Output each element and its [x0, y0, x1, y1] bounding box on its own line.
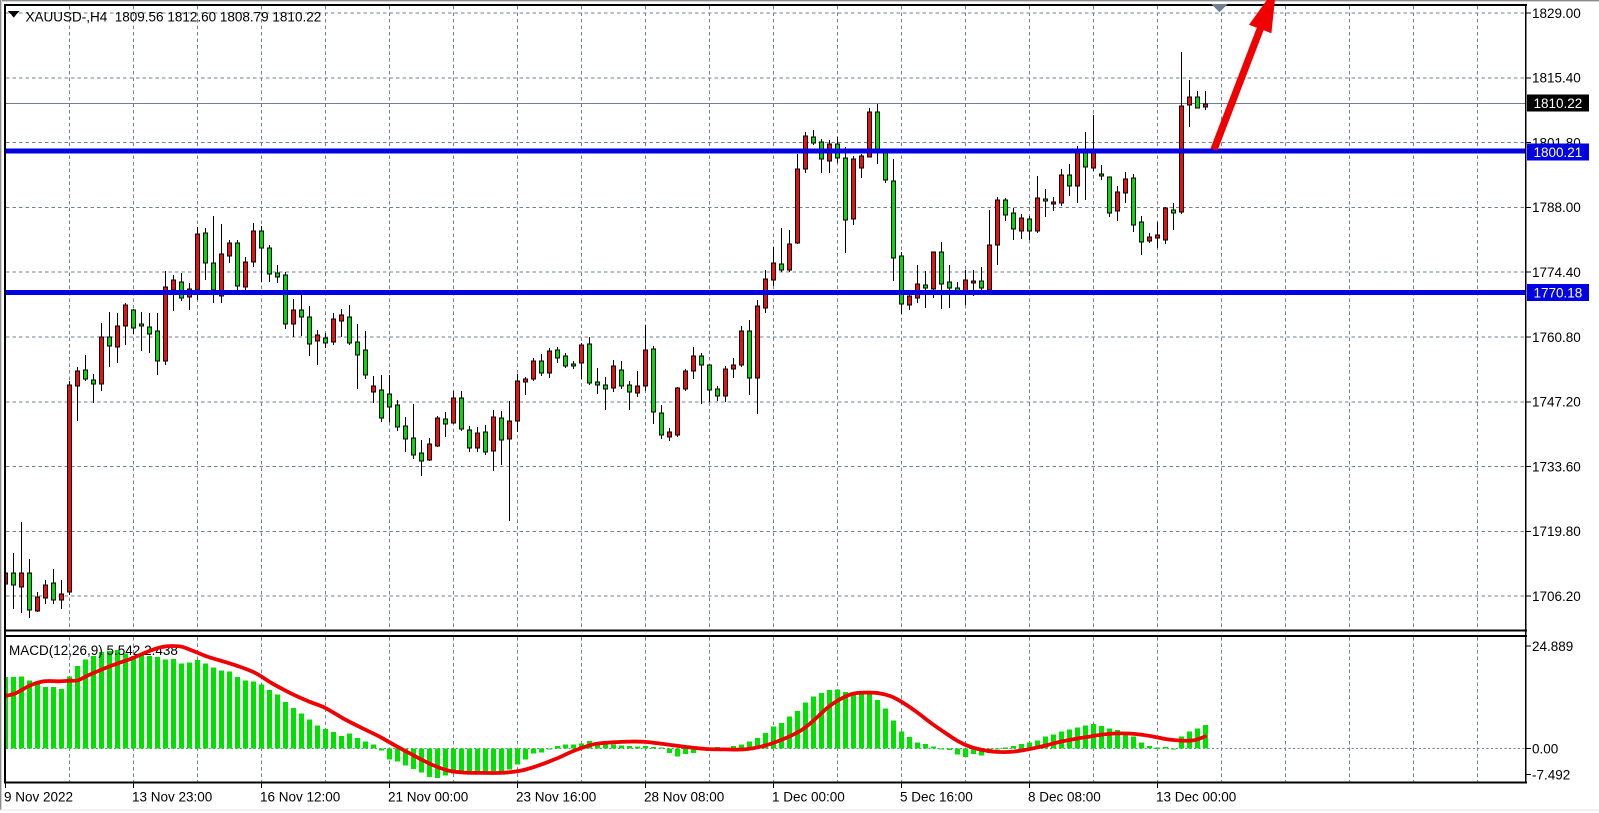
svg-text:1800.21: 1800.21 — [1534, 145, 1583, 160]
svg-text:5 Dec 16:00: 5 Dec 16:00 — [900, 790, 973, 805]
svg-text:1706.20: 1706.20 — [1532, 589, 1581, 604]
svg-text:1829.00: 1829.00 — [1532, 6, 1581, 21]
svg-text:1747.20: 1747.20 — [1532, 395, 1581, 410]
svg-text:16 Nov 12:00: 16 Nov 12:00 — [260, 790, 340, 805]
svg-text:1788.00: 1788.00 — [1532, 200, 1581, 215]
svg-text:8 Dec 08:00: 8 Dec 08:00 — [1028, 790, 1101, 805]
svg-text:1733.60: 1733.60 — [1532, 459, 1581, 474]
svg-text:1 Dec 00:00: 1 Dec 00:00 — [772, 790, 845, 805]
svg-text:1774.40: 1774.40 — [1532, 265, 1581, 280]
svg-text:9 Nov 2022: 9 Nov 2022 — [4, 790, 73, 805]
svg-text:-7.492: -7.492 — [1532, 767, 1570, 782]
svg-text:1719.80: 1719.80 — [1532, 524, 1581, 539]
svg-text:1815.40: 1815.40 — [1532, 71, 1581, 86]
svg-text:0.00: 0.00 — [1532, 741, 1558, 756]
svg-text:MACD(12,26,9) 5.542 2.438: MACD(12,26,9) 5.542 2.438 — [9, 643, 178, 658]
svg-text:24.889: 24.889 — [1532, 639, 1573, 654]
svg-text:XAUUSD-,H4 1809.56 1812.60 18: XAUUSD-,H4 1809.56 1812.60 1808.79 1810.… — [26, 10, 322, 25]
svg-text:1760.80: 1760.80 — [1532, 330, 1581, 345]
svg-text:1810.22: 1810.22 — [1534, 96, 1583, 111]
svg-text:13 Dec 00:00: 13 Dec 00:00 — [1156, 790, 1236, 805]
svg-text:28 Nov 08:00: 28 Nov 08:00 — [644, 790, 724, 805]
svg-text:1770.18: 1770.18 — [1534, 285, 1583, 300]
svg-text:13 Nov 23:00: 13 Nov 23:00 — [132, 790, 212, 805]
svg-text:23 Nov 16:00: 23 Nov 16:00 — [516, 790, 596, 805]
svg-text:21 Nov 00:00: 21 Nov 00:00 — [388, 790, 468, 805]
